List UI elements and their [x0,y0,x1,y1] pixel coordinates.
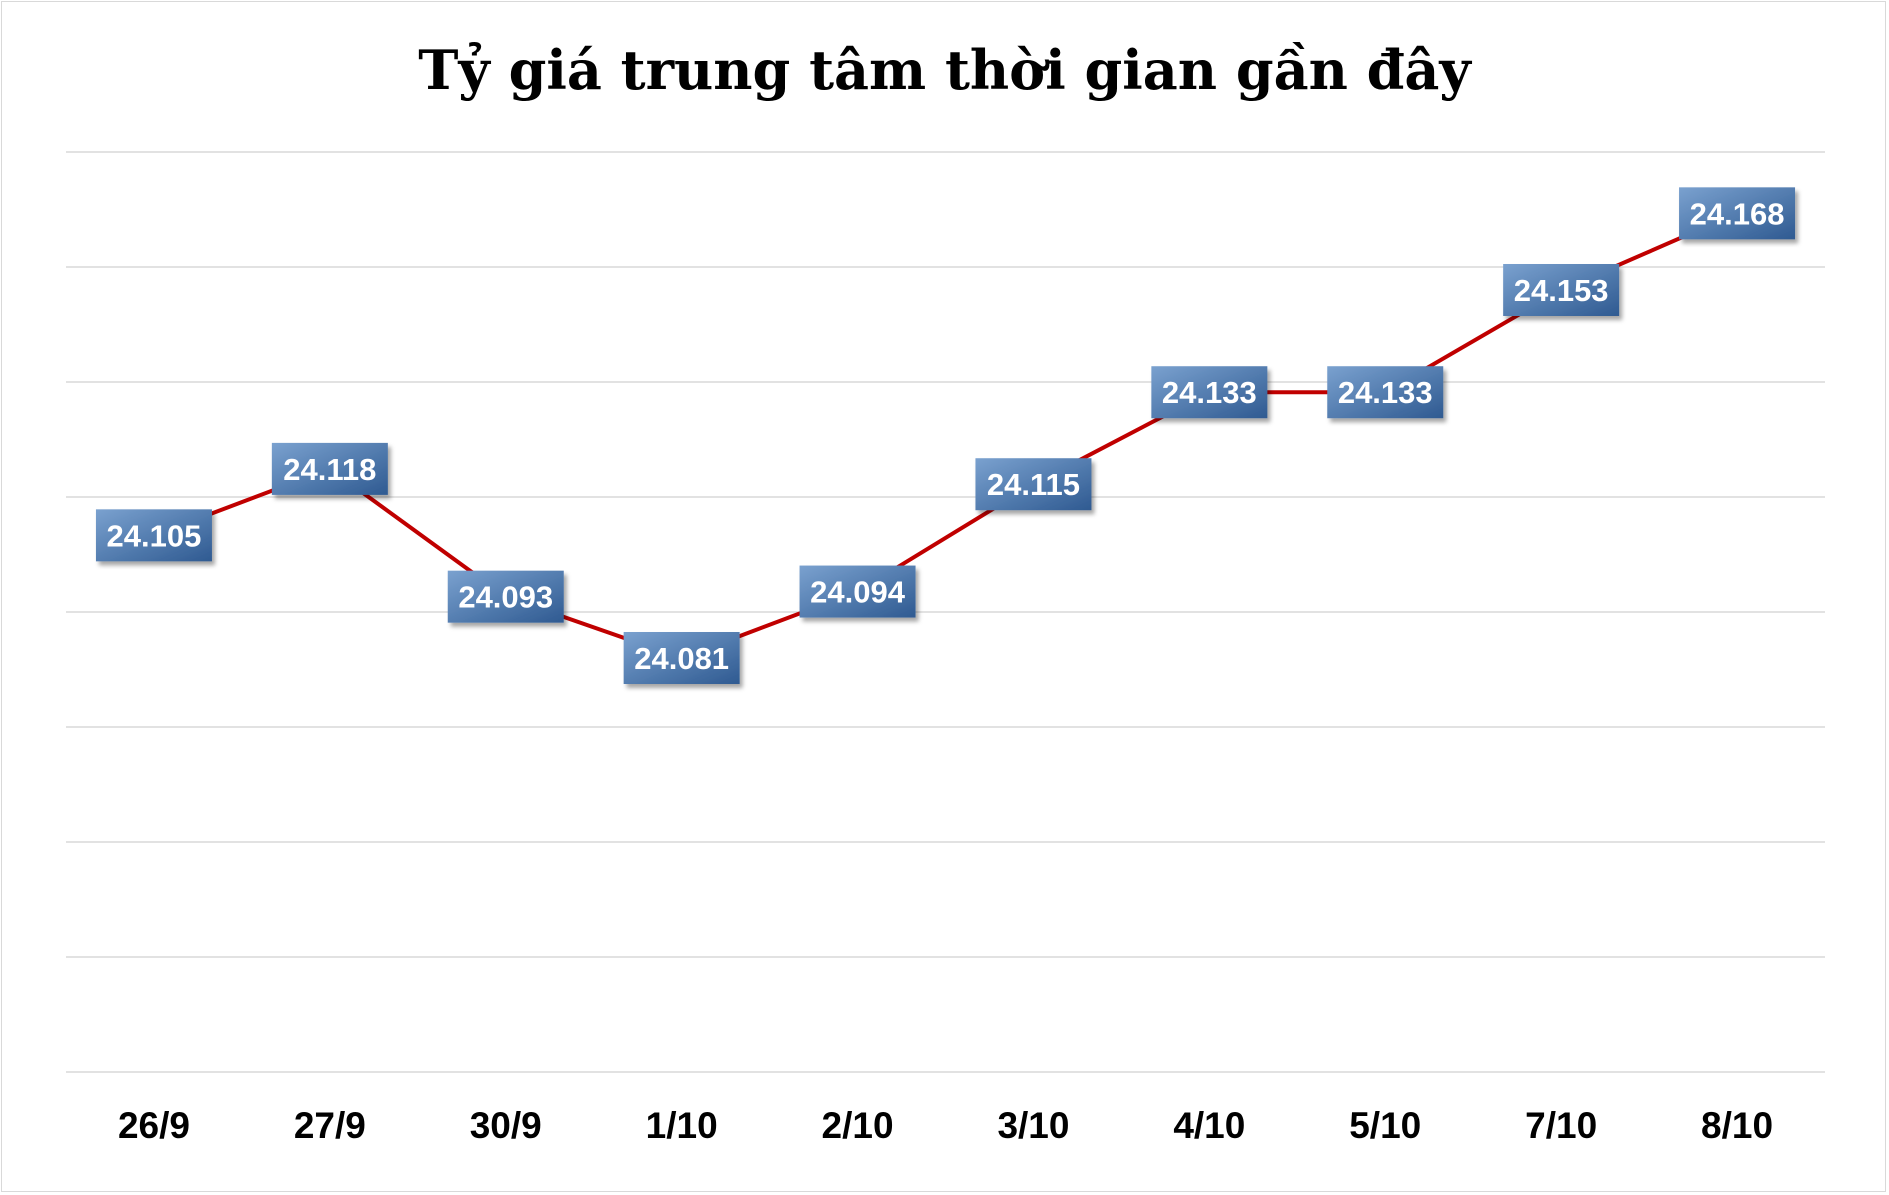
data-labels: 24.105 24.118 24.093 24.081 24.094 24.115 24.1… [95,187,1796,684]
data-label-1: 24.105 [95,509,212,562]
chart-title: Tỷ giá trung tâm thời gian gần đây [418,38,1471,102]
data-label-10: 24.168 [1679,187,1796,240]
x-tick-label: 3/10 [997,1105,1069,1146]
data-label-text: 24.118 [283,452,376,487]
data-label-text: 24.105 [107,518,202,553]
data-label-box [1679,187,1796,240]
data-label-7: 24.133 [1151,366,1268,419]
x-tick-label: 4/10 [1173,1105,1245,1146]
data-label-box [1151,366,1268,419]
data-label-9: 24.153 [1503,264,1620,316]
x-axis-tick-labels: 26/9 27/9 30/9 1/10 2/10 3/10 4/10 5/10 7/10 8/10 [118,1105,1773,1146]
data-label-text: 24.133 [1338,375,1433,410]
data-label-text: 24.094 [810,575,906,610]
x-tick-label: 1/10 [646,1105,718,1146]
x-tick-label: 5/10 [1349,1105,1421,1146]
data-label-text: 24.115 [987,467,1080,502]
x-tick-label: 8/10 [1701,1105,1773,1146]
data-label-6: 24.115 [975,458,1092,511]
data-label-box [975,458,1092,511]
data-label-box [623,632,740,684]
x-tick-label: 2/10 [822,1105,894,1146]
data-label-3: 24.093 [447,570,564,623]
data-label-5: 24.094 [799,565,916,618]
data-label-box [95,509,212,562]
data-label-8: 24.133 [1327,366,1444,419]
data-label-text: 24.081 [634,641,729,676]
x-tick-label: 27/9 [294,1105,366,1146]
data-label-text: 24.133 [1162,375,1257,410]
data-label-box [447,570,564,623]
data-label-4: 24.081 [623,632,740,684]
data-label-box [799,565,916,618]
data-label-box [271,442,388,495]
series-line [151,211,1739,660]
series-polyline [151,211,1739,660]
data-label-text: 24.153 [1514,273,1609,308]
data-label-2: 24.118 [271,442,388,495]
x-tick-label: 26/9 [118,1105,190,1146]
x-tick-label: 7/10 [1525,1105,1597,1146]
data-label-box [1503,264,1620,316]
gridlines [66,151,1825,1073]
data-label-text: 24.093 [458,580,553,615]
x-tick-label: 30/9 [470,1105,542,1146]
data-label-text: 24.168 [1690,196,1785,231]
data-label-box [1327,366,1444,419]
